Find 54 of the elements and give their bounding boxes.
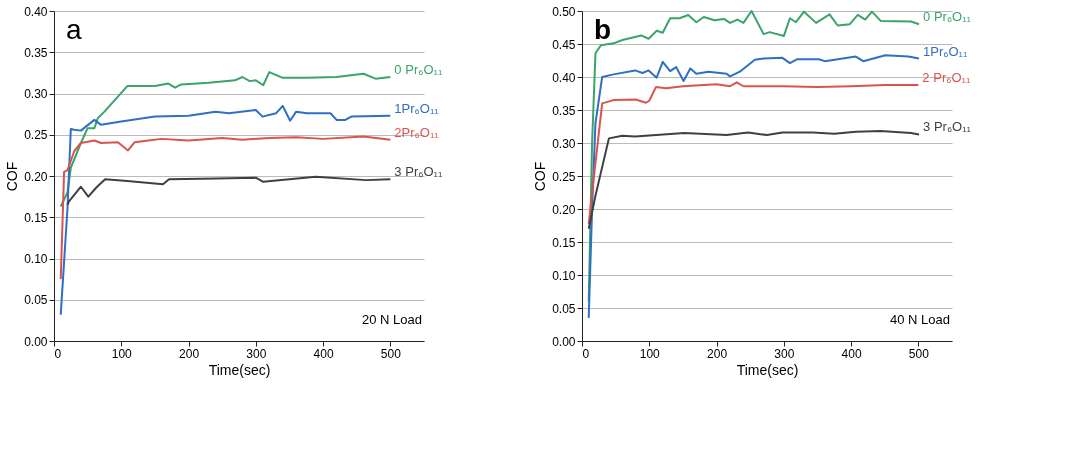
- series-label: 0 Pr₆O₁₁: [923, 9, 972, 25]
- y-tick-label: 0.30: [552, 136, 576, 151]
- series-label: 1Pr₆O₁₁: [394, 100, 440, 116]
- x-tick-label: 500: [908, 346, 930, 361]
- annotation: 20 N Load: [362, 312, 422, 327]
- line-series: [66, 175, 392, 206]
- x-tick-label: 400: [841, 346, 862, 361]
- y-tick-label: 0.25: [552, 169, 576, 184]
- y-tick-label: 0.00: [24, 334, 48, 349]
- line-series: [587, 81, 920, 226]
- y-tick-label: 0.25: [24, 128, 48, 143]
- x-tick-label: 100: [639, 346, 661, 361]
- y-tick-label: 0.15: [24, 210, 48, 225]
- x-axis-title: Time(sec): [208, 361, 271, 378]
- y-tick-label: 0.05: [552, 301, 576, 316]
- line-series: [59, 71, 392, 208]
- series-label: 1Pr₆O₁₁: [923, 43, 969, 59]
- line-series: [587, 130, 921, 230]
- x-tick-label: 300: [774, 346, 795, 361]
- series-label: 2Pr₆O₁₁: [394, 124, 440, 140]
- y-tick-label: 0.30: [24, 87, 48, 101]
- line-series: [59, 104, 392, 316]
- x-tick-label: 500: [380, 346, 402, 361]
- y-tick-label: 0.35: [24, 45, 48, 60]
- x-tick-label: 100: [111, 346, 133, 361]
- chart-title: b: [594, 14, 612, 45]
- y-tick-label: 0.05: [24, 293, 48, 308]
- y-tick-label: 0.40: [24, 4, 48, 19]
- x-tick-label: 0: [582, 346, 590, 361]
- series-label: 2 Pr₆O₁₁: [922, 69, 971, 85]
- x-tick-label: 200: [707, 346, 728, 361]
- chart-title: a: [66, 14, 82, 45]
- y-tick-label: 0.50: [552, 4, 576, 19]
- annotation: 40 N Load: [890, 312, 950, 327]
- y-tick-label: 0.45: [552, 37, 576, 52]
- y-tick-label: 0.10: [552, 268, 576, 283]
- x-tick-label: 200: [179, 346, 200, 361]
- y-tick-label: 0.00: [552, 334, 576, 349]
- y-tick-label: 0.15: [552, 235, 576, 250]
- y-tick-label: 0.20: [552, 202, 576, 217]
- y-tick-label: 0.40: [552, 70, 576, 85]
- series-label: 3 Pr₆O₁₁: [923, 119, 972, 135]
- y-axis-title: COF: [4, 161, 21, 192]
- y-axis-title: COF: [532, 161, 549, 192]
- line-series: [59, 135, 392, 281]
- y-tick-label: 0.10: [24, 252, 48, 266]
- series-label: 0 Pr₆O₁₁: [394, 62, 443, 77]
- x-tick-label: 0: [54, 346, 62, 361]
- series-label: 3 Pr₆O₁₁: [394, 164, 443, 180]
- x-tick-label: 300: [246, 346, 267, 361]
- y-tick-label: 0.35: [552, 103, 576, 118]
- x-tick-label: 400: [313, 346, 334, 361]
- x-axis-title: Time(sec): [736, 361, 799, 378]
- y-tick-label: 0.20: [24, 169, 48, 184]
